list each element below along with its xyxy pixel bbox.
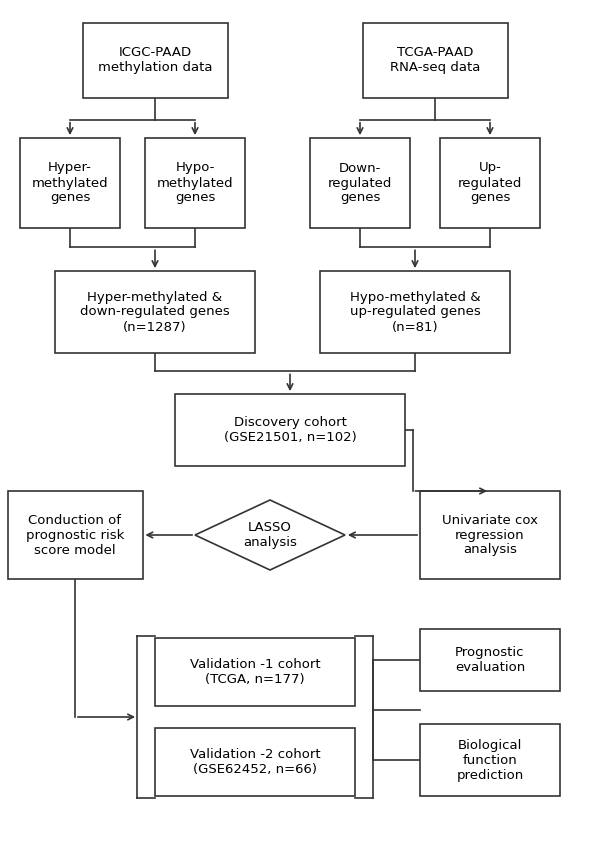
Text: ICGC-PAAD
methylation data: ICGC-PAAD methylation data bbox=[98, 46, 212, 74]
Text: Hypo-methylated &
up-regulated genes
(n=81): Hypo-methylated & up-regulated genes (n=… bbox=[350, 290, 481, 333]
FancyBboxPatch shape bbox=[20, 138, 120, 228]
FancyBboxPatch shape bbox=[440, 138, 540, 228]
Text: Validation -1 cohort
(TCGA, n=177): Validation -1 cohort (TCGA, n=177) bbox=[190, 658, 320, 686]
FancyBboxPatch shape bbox=[145, 138, 245, 228]
Text: LASSO
analysis: LASSO analysis bbox=[243, 521, 297, 549]
Text: Hypo-
methylated
genes: Hypo- methylated genes bbox=[157, 161, 233, 204]
Text: Up-
regulated
genes: Up- regulated genes bbox=[458, 161, 522, 204]
FancyBboxPatch shape bbox=[320, 271, 510, 353]
Polygon shape bbox=[195, 500, 345, 570]
FancyBboxPatch shape bbox=[55, 271, 255, 353]
FancyBboxPatch shape bbox=[83, 23, 227, 98]
Text: Discovery cohort
(GSE21501, n=102): Discovery cohort (GSE21501, n=102) bbox=[224, 416, 356, 444]
Text: Hyper-
methylated
genes: Hyper- methylated genes bbox=[32, 161, 109, 204]
Text: Hyper-methylated &
down-regulated genes
(n=1287): Hyper-methylated & down-regulated genes … bbox=[80, 290, 230, 333]
Text: Down-
regulated
genes: Down- regulated genes bbox=[328, 161, 392, 204]
Text: Validation -2 cohort
(GSE62452, n=66): Validation -2 cohort (GSE62452, n=66) bbox=[190, 748, 320, 776]
Text: Conduction of
prognostic risk
score model: Conduction of prognostic risk score mode… bbox=[26, 513, 124, 556]
FancyBboxPatch shape bbox=[420, 629, 560, 691]
FancyBboxPatch shape bbox=[420, 724, 560, 796]
FancyBboxPatch shape bbox=[155, 728, 355, 796]
Text: Univariate cox
regression
analysis: Univariate cox regression analysis bbox=[442, 513, 538, 556]
FancyBboxPatch shape bbox=[7, 491, 143, 579]
FancyBboxPatch shape bbox=[310, 138, 410, 228]
FancyBboxPatch shape bbox=[175, 394, 405, 466]
Text: Biological
function
prediction: Biological function prediction bbox=[457, 738, 524, 782]
FancyBboxPatch shape bbox=[420, 491, 560, 579]
FancyBboxPatch shape bbox=[362, 23, 508, 98]
FancyBboxPatch shape bbox=[155, 638, 355, 706]
Text: Prognostic
evaluation: Prognostic evaluation bbox=[455, 646, 525, 674]
Text: TCGA-PAAD
RNA-seq data: TCGA-PAAD RNA-seq data bbox=[390, 46, 480, 74]
